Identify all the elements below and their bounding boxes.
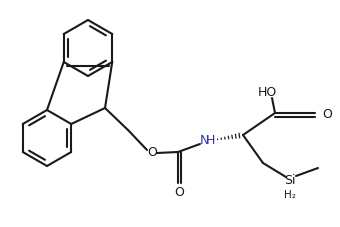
- Text: Si: Si: [284, 173, 296, 187]
- Text: O: O: [147, 146, 157, 160]
- Text: O: O: [322, 109, 332, 121]
- Text: HO: HO: [257, 86, 277, 99]
- Text: H₂: H₂: [284, 190, 296, 200]
- Text: N: N: [199, 135, 209, 148]
- Text: O: O: [174, 185, 184, 198]
- Text: H: H: [205, 133, 215, 146]
